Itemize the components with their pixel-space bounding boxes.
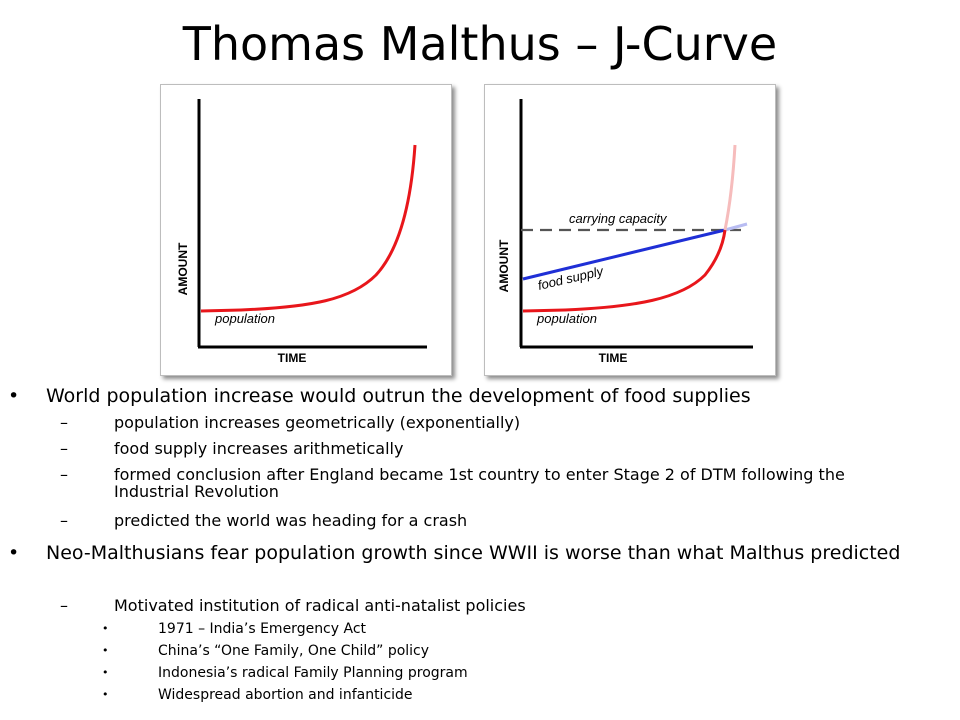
population-label: population	[536, 311, 597, 326]
population-curve-figure: AMOUNT TIME population	[160, 84, 452, 376]
food-supply-line-faded	[724, 222, 748, 232]
x-axis-label: TIME	[599, 351, 628, 365]
sub-sub-bullet-text: Widespread abortion and infanticide	[158, 687, 413, 703]
sub-sub-bullet-text: 1971 – India’s Emergency Act	[158, 621, 367, 637]
population-curve-faded	[723, 144, 737, 231]
sub-bullet-item: – population increases geometrically (ex…	[60, 413, 904, 432]
sub-bullet-text: Motivated institution of radical anti-na…	[114, 596, 526, 615]
sub-sub-bullet-item: • China’s “One Family, One Child” policy	[102, 643, 858, 659]
bullet-marker: •	[8, 542, 20, 564]
population-label: population	[214, 311, 275, 326]
y-axis-label: AMOUNT	[176, 242, 190, 295]
y-axis-label: AMOUNT	[497, 239, 511, 292]
sub-sub-bullet-item: • 1971 – India’s Emergency Act	[102, 621, 858, 637]
sub-bullet-text: population increases geometrically (expo…	[114, 413, 521, 432]
carrying-capacity-figure: AMOUNT TIME carrying capacity food suppl…	[484, 84, 776, 376]
population-curve	[200, 144, 417, 313]
sub-sub-bullet-item: • Indonesia’s radical Family Planning pr…	[102, 665, 858, 681]
slide-title: Thomas Malthus – J-Curve	[182, 17, 778, 71]
bullet-text: Neo-Malthusians fear population growth s…	[46, 542, 901, 564]
carrying-capacity-label: carrying capacity	[569, 211, 668, 226]
sub-sub-bullet-text: China’s “One Family, One Child” policy	[158, 643, 430, 659]
bullet-marker: •	[8, 385, 20, 407]
sub-bullet-item: – formed conclusion after England became…	[60, 465, 904, 501]
bullet-item: • Neo-Malthusians fear population growth…	[8, 542, 946, 564]
sub-bullet-item: – Motivated institution of radical anti-…	[60, 596, 904, 615]
food-supply-line	[522, 228, 726, 281]
bullet-marker: •	[102, 622, 109, 635]
dash-marker: –	[60, 439, 68, 458]
dash-marker: –	[60, 511, 68, 530]
bullet-marker: •	[102, 666, 109, 679]
population-curve-diagram: AMOUNT TIME population	[176, 99, 427, 365]
sub-bullet-item: – predicted the world was heading for a …	[60, 511, 904, 530]
dash-marker: –	[60, 413, 68, 432]
bullet-text: World population increase would outrun t…	[46, 385, 751, 407]
bullet-marker: •	[102, 688, 109, 701]
dash-marker: –	[60, 596, 68, 615]
bullet-item: • World population increase would outrun…	[8, 385, 946, 407]
sub-bullet-text: formed conclusion after England became 1…	[114, 465, 845, 501]
sub-sub-bullet-item: • Widespread abortion and infanticide	[102, 687, 858, 703]
sub-bullet-text: food supply increases arithmetically	[114, 439, 404, 458]
bullet-marker: •	[102, 644, 109, 657]
sub-sub-bullet-text: Indonesia’s radical Family Planning prog…	[158, 665, 468, 681]
x-axis-label: TIME	[278, 351, 307, 365]
population-curve	[522, 229, 727, 313]
carrying-capacity-diagram: AMOUNT TIME carrying capacity food suppl…	[497, 99, 753, 365]
sub-bullet-text: predicted the world was heading for a cr…	[114, 511, 468, 530]
sub-bullet-item: – food supply increases arithmetically	[60, 439, 904, 458]
dash-marker: –	[60, 465, 68, 484]
